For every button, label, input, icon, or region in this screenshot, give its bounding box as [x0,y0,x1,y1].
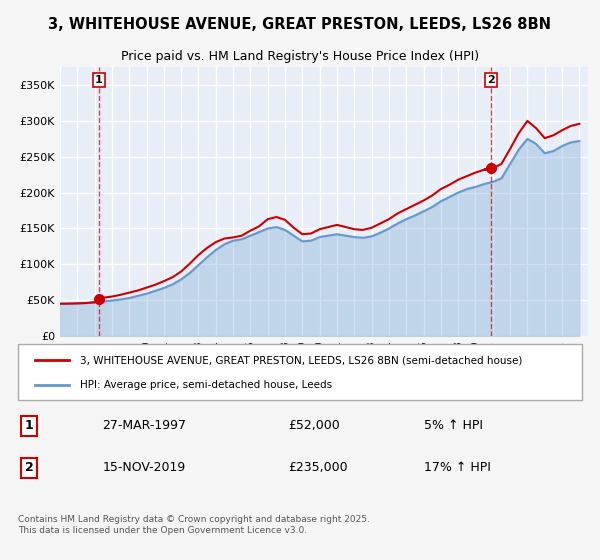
Text: £52,000: £52,000 [289,419,340,432]
Text: HPI: Average price, semi-detached house, Leeds: HPI: Average price, semi-detached house,… [80,380,332,390]
FancyBboxPatch shape [18,344,582,400]
Text: 1: 1 [25,419,34,432]
Text: 1: 1 [95,75,103,85]
Text: 2: 2 [25,461,34,474]
Text: 3, WHITEHOUSE AVENUE, GREAT PRESTON, LEEDS, LS26 8BN: 3, WHITEHOUSE AVENUE, GREAT PRESTON, LEE… [49,17,551,32]
Text: 2: 2 [487,75,494,85]
Text: 27-MAR-1997: 27-MAR-1997 [103,419,187,432]
Text: 3, WHITEHOUSE AVENUE, GREAT PRESTON, LEEDS, LS26 8BN (semi-detached house): 3, WHITEHOUSE AVENUE, GREAT PRESTON, LEE… [80,355,523,365]
Text: £235,000: £235,000 [289,461,349,474]
Text: 17% ↑ HPI: 17% ↑ HPI [424,461,491,474]
Text: Price paid vs. HM Land Registry's House Price Index (HPI): Price paid vs. HM Land Registry's House … [121,50,479,63]
Text: 5% ↑ HPI: 5% ↑ HPI [424,419,483,432]
Text: Contains HM Land Registry data © Crown copyright and database right 2025.
This d: Contains HM Land Registry data © Crown c… [18,515,370,535]
Text: 15-NOV-2019: 15-NOV-2019 [103,461,186,474]
